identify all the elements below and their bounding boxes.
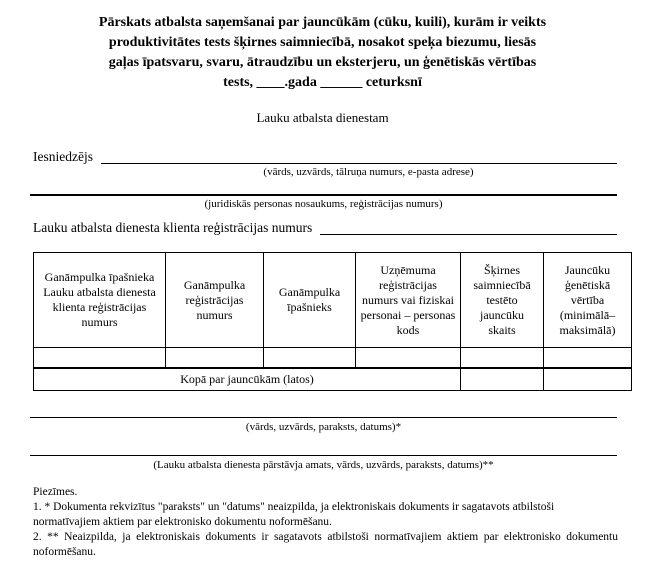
col-header-herd-owner: Ganāmpulka īpašnieks [263,252,356,348]
notes-heading: Piezīmes. [33,486,78,498]
table-data-row [33,347,632,368]
form-title-line-1: Pārskats atbalsta saņemšanai par jauncūk… [98,15,547,30]
data-cell-herd-reg-number [165,347,264,368]
col-header-company-reg-or-person-code: Uzņēmuma reģistrācijas numurs vai fizisk… [355,252,461,348]
total-row-label: Kopā par jauncūkām (latos) [33,366,461,391]
applicant-fill-line [100,150,617,164]
form-title-line-4: tests, ____.gada ______ ceturksnī [223,75,422,90]
signature-line-applicant [30,417,617,418]
col-header-tested-pigs-count: Šķirnes saimniecībā testēto jauncūku ska… [460,252,544,348]
form-title-line-2: produktivitātes tests šķirnes saimniecīb… [108,35,537,50]
notes-section: Piezīmes. 1. * Dokumenta rekvizītus "par… [33,485,618,560]
legal-entity-caption: (juridiskās personas nosaukums, reģistrā… [204,198,443,210]
client-reg-number-fill-line [320,221,617,235]
signature-line-official [30,455,617,456]
applicant-label: Iesniedzējs [33,149,93,164]
form-title: Pārskats atbalsta saņemšanai par jauncūk… [0,0,645,93]
data-cell-genetic-value [543,347,632,368]
col-header-herd-reg-number: Ganāmpulka reģistrācijas numurs [165,252,264,348]
data-cell-tested-pigs-count [460,347,544,368]
client-reg-number-label: Lauku atbalsta dienesta klienta reģistrā… [33,220,313,235]
data-cell-company-reg-or-person-code [355,347,461,368]
data-cell-owner-client-reg-number [33,347,166,368]
col-header-genetic-value: Jauncūku ģenētiskā vērtība (minimālā–mak… [543,252,632,348]
note-item-2: 2. ** Neaizpilda, ja elektroniskais doku… [33,531,618,558]
signature-caption-applicant: (vārds, uzvārds, paraksts, datums)* [245,421,402,433]
total-cell-count [460,366,544,391]
legal-entity-fill-line [30,194,617,196]
table-header-row: Ganāmpulka īpašnieka Lauku atbalsta dien… [33,252,632,348]
table-total-row: Kopā par jauncūkām (latos) [33,366,632,391]
client-reg-number-row: Lauku atbalsta dienesta klienta reģistrā… [33,220,617,235]
applicant-row: Iesniedzējs [33,149,617,164]
col-header-owner-client-reg-number: Ganāmpulka īpašnieka Lauku atbalsta dien… [33,252,166,348]
applicant-caption: (vārds, uzvārds, tālruņa numurs, e-pasta… [263,166,474,178]
total-cell-value [543,366,632,391]
form-title-line-3: gaļas īpatsvaru, svaru, ātraudzību un ek… [108,55,537,70]
recipient-line: Lauku atbalsta dienestam [256,110,389,125]
data-cell-herd-owner [263,347,356,368]
note-item-1: 1. * Dokumenta rekvizītus "paraksts" un … [33,501,555,528]
signature-caption-official: (Lauku atbalsta dienesta pārstāvja amats… [153,459,494,471]
report-table: Ganāmpulka īpašnieka Lauku atbalsta dien… [33,252,632,391]
